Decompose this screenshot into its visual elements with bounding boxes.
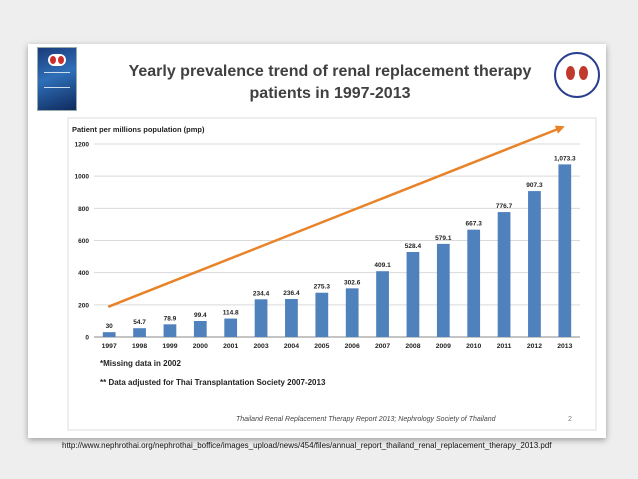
y-tick-label: 200	[78, 302, 89, 309]
x-tick-label: 1997	[102, 343, 117, 350]
x-tick-label: 2003	[254, 343, 269, 350]
x-tick-label: 2008	[405, 343, 420, 350]
x-tick-label: 2012	[527, 343, 542, 350]
y-tick-label: 1200	[75, 142, 90, 149]
y-tick-labels: 0 200 400 600 800 1000 1200	[75, 142, 90, 342]
nephrology-society-seal	[554, 52, 600, 98]
bar	[406, 252, 420, 337]
x-tick-label: 2006	[345, 343, 360, 350]
bar	[345, 288, 359, 337]
bar-value-label: 78.9	[164, 315, 177, 322]
bar	[376, 271, 389, 337]
x-tick-label: 2009	[436, 343, 451, 350]
bar	[254, 299, 268, 337]
bar	[436, 243, 450, 337]
kidney-icon	[48, 54, 66, 66]
bar	[558, 164, 572, 337]
bar-value-label: 907.3	[526, 182, 543, 189]
bar-value-label: 667.3	[466, 221, 483, 228]
y-tick-label: 400	[78, 270, 89, 277]
bar	[224, 318, 238, 337]
trend-arrow	[107, 125, 565, 308]
bar-value-label: 528.4	[405, 243, 422, 250]
x-tick-label: 2010	[466, 343, 481, 350]
value-labels: 30 54.7 78.9 99.4 114.8 234.4 236.4 275.3 302.6 4…	[106, 155, 576, 330]
bar-value-label: 114.8	[223, 310, 239, 317]
bar-value-label: 236.4	[283, 290, 300, 297]
source-url[interactable]: http://www.nephrothai.org/nephrothai_bof…	[62, 441, 552, 450]
x-tick-label: 1998	[132, 343, 147, 350]
x-tick-label: 2000	[193, 343, 208, 350]
bars	[102, 164, 572, 337]
x-tick-label: 2011	[497, 343, 512, 350]
bar-value-label: 30	[106, 323, 114, 330]
y-tick-label: 800	[78, 206, 89, 213]
slide: Yearly prevalence trend of renal replace…	[28, 44, 606, 438]
bar-value-label: 1,073.3	[554, 155, 576, 162]
trend-arrow-line	[107, 127, 559, 308]
bar-value-label: 579.1	[435, 235, 452, 242]
bar	[133, 328, 146, 337]
bar	[467, 229, 481, 337]
y-tick-label: 600	[78, 238, 89, 245]
trend-arrow-head	[554, 125, 565, 134]
x-tick-label: 2007	[375, 343, 390, 350]
y-tick-label: 1000	[75, 174, 90, 181]
bar	[285, 298, 298, 337]
bar-value-label: 234.4	[253, 290, 270, 297]
y-tick-label: 0	[85, 335, 89, 342]
x-tick-label: 2013	[557, 343, 572, 350]
slide-title-line1: Yearly prevalence trend of renal replace…	[129, 63, 532, 80]
y-axis-label: Patient per millions population (pmp)	[72, 125, 205, 134]
x-tick-labels: 1997 1998 1999 2000 2001 2003 2004 2005 2006 2007…	[102, 343, 573, 350]
bar-value-label: 409.1	[374, 262, 391, 269]
bar	[528, 191, 541, 337]
x-tick-label: 2004	[284, 343, 299, 350]
x-tick-label: 1999	[162, 343, 177, 350]
x-tick-label: 2001	[223, 343, 238, 350]
bar-value-label: 302.6	[344, 279, 361, 286]
bar	[193, 321, 207, 337]
journal-logo	[37, 47, 77, 111]
bar	[497, 212, 511, 337]
bar	[315, 292, 329, 337]
bar	[102, 332, 116, 337]
bar-value-label: 99.4	[194, 312, 207, 319]
note-missing-data: *Missing data in 2002	[100, 359, 181, 368]
bar-value-label: 275.3	[314, 284, 331, 291]
note-data-adjusted: ** Data adjusted for Thai Transplantatio…	[100, 378, 326, 387]
plot-frame	[67, 117, 597, 431]
bar-value-label: 54.7	[133, 319, 146, 326]
page-number: 2	[568, 416, 572, 423]
source-citation: Thailand Renal Replacement Therapy Repor…	[236, 416, 497, 423]
kidney-seal-icon	[566, 66, 588, 82]
slide-title-line2: patients in 1997-2013	[250, 85, 411, 102]
logo-lines	[44, 72, 70, 88]
bar-value-label: 776.7	[496, 203, 513, 210]
x-tick-label: 2005	[314, 343, 329, 350]
bar	[163, 324, 177, 337]
chart: Yearly prevalence trend of renal replace…	[67, 63, 597, 431]
